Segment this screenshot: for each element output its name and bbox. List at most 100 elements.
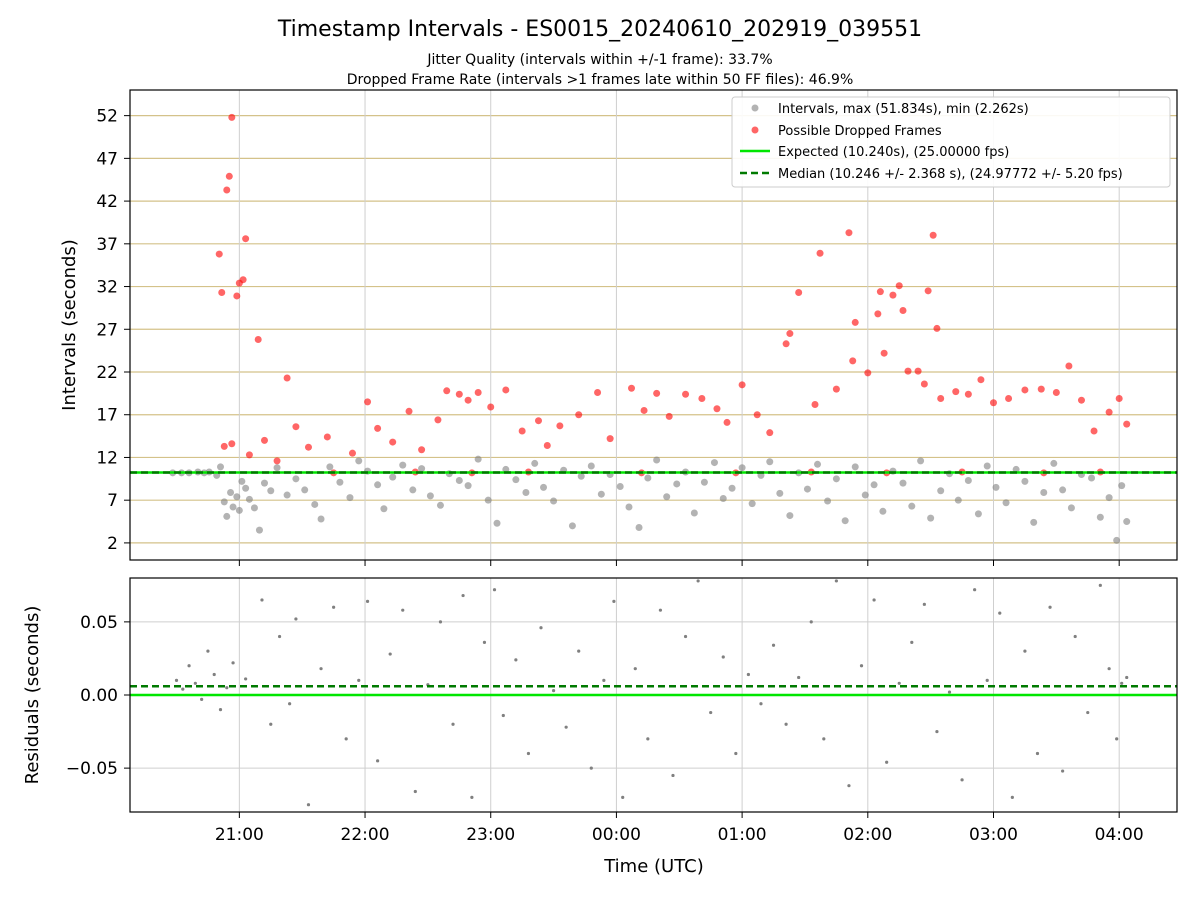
- dropped-frame-point: [556, 422, 564, 430]
- interval-point: [1030, 518, 1038, 526]
- interval-point: [233, 493, 241, 501]
- dropped-frame-point: [518, 427, 526, 435]
- dropped-frame-point: [389, 438, 397, 446]
- dropped-frame-point: [924, 287, 932, 295]
- interval-point: [917, 457, 925, 465]
- residual-point: [1125, 675, 1129, 680]
- interval-point: [644, 474, 652, 482]
- dropped-frame-point: [786, 330, 794, 338]
- dropped-frame-point: [228, 113, 236, 121]
- residual-point: [451, 722, 455, 726]
- dropped-frame-point: [273, 457, 281, 465]
- y-tick-label: 7: [107, 491, 118, 511]
- interval-point: [301, 486, 309, 494]
- dropped-frame-point: [964, 390, 972, 398]
- dropped-frame-point: [1077, 396, 1085, 404]
- x-tick-label: 02:00: [843, 825, 892, 845]
- residual-point: [998, 611, 1002, 615]
- interval-point: [728, 484, 736, 492]
- chart-legend: Intervals, max (51.834s), min (2.262s) P…: [731, 96, 1171, 188]
- dropped-frame-point: [1105, 408, 1113, 416]
- interval-point: [851, 463, 859, 471]
- dropped-frame-point: [937, 394, 945, 402]
- interval-point: [512, 476, 520, 484]
- y-tick-label: 47: [96, 149, 118, 169]
- residual-point: [200, 697, 204, 701]
- dropped-frame-point: [304, 443, 312, 451]
- residual-point: [401, 608, 405, 612]
- residual-point: [225, 686, 229, 690]
- residual-point: [872, 598, 876, 602]
- residual-point: [683, 634, 688, 639]
- interval-point: [983, 462, 991, 470]
- interval-point: [748, 500, 756, 508]
- interval-point: [550, 497, 558, 505]
- dropped-frame-point: [933, 324, 941, 332]
- residual-point: [1023, 649, 1027, 653]
- dropped-frame-point: [239, 276, 247, 284]
- residual-point: [344, 737, 348, 741]
- dropped-frame-point: [889, 291, 897, 299]
- residual-point: [822, 737, 826, 741]
- residual-point: [1010, 795, 1014, 799]
- x-tick-label: 00:00: [592, 825, 641, 845]
- dropped-frame-point: [418, 446, 426, 454]
- dropped-frame-point: [864, 369, 872, 377]
- residual-point: [388, 652, 392, 656]
- dropped-frame-point: [795, 289, 803, 297]
- interval-point: [879, 507, 887, 515]
- interval-point: [493, 519, 501, 527]
- residual-point: [438, 620, 443, 624]
- dropped-frame-point: [653, 389, 661, 397]
- dropped-frame-point: [904, 367, 912, 375]
- residual-point: [482, 640, 487, 644]
- residual-point: [859, 664, 864, 668]
- residual-point: [212, 672, 216, 677]
- legend-label-expected: Expected (10.240s), (25.00000 fps): [778, 145, 1009, 160]
- residual-point: [187, 664, 191, 668]
- chart-subtitle-dropped: Dropped Frame Rate (intervals >1 frames …: [347, 72, 854, 88]
- residual-point: [470, 795, 474, 799]
- dropped-frame-point: [223, 186, 231, 194]
- residual-point: [922, 602, 926, 606]
- x-tick-label: 04:00: [1095, 825, 1144, 845]
- dropped-frame-point: [811, 400, 819, 408]
- interval-point: [587, 462, 595, 470]
- interval-point: [937, 487, 945, 495]
- residual-point: [797, 675, 801, 680]
- interval-point: [719, 494, 727, 502]
- interval-point: [673, 480, 681, 488]
- dropped-frame-point: [534, 417, 542, 425]
- dropped-frame-point: [845, 229, 853, 237]
- residual-point: [181, 687, 185, 691]
- dropped-frame-point: [502, 386, 510, 394]
- interval-point: [568, 522, 576, 530]
- chart-title: Timestamp Intervals - ES0015_20240610_20…: [277, 17, 922, 42]
- dropped-frame-point: [1123, 420, 1131, 428]
- legend-marker-intervals: [751, 104, 759, 112]
- interval-point: [292, 475, 300, 483]
- residual-point: [709, 710, 713, 715]
- x-tick-label: 03:00: [969, 825, 1018, 845]
- interval-point: [502, 465, 510, 473]
- residual-point: [1120, 681, 1124, 685]
- dropped-frame-point: [952, 388, 960, 396]
- y-tick-label: 52: [96, 107, 118, 127]
- interval-point: [474, 455, 482, 463]
- x-tick-label: 23:00: [466, 825, 515, 845]
- dropped-frame-point: [640, 406, 648, 414]
- interval-point: [1123, 518, 1131, 526]
- interval-point: [964, 477, 972, 485]
- dropped-frame-point: [594, 389, 602, 397]
- legend-marker-dropped: [751, 126, 759, 134]
- residual-point: [492, 588, 497, 592]
- residual-point: [365, 599, 370, 604]
- residual-point: [319, 667, 323, 671]
- dropped-frame-point: [233, 292, 241, 300]
- dropped-frame-point: [323, 433, 331, 441]
- interval-point: [531, 459, 539, 467]
- dropped-frame-point: [215, 250, 223, 258]
- dropped-frame-point: [929, 231, 937, 239]
